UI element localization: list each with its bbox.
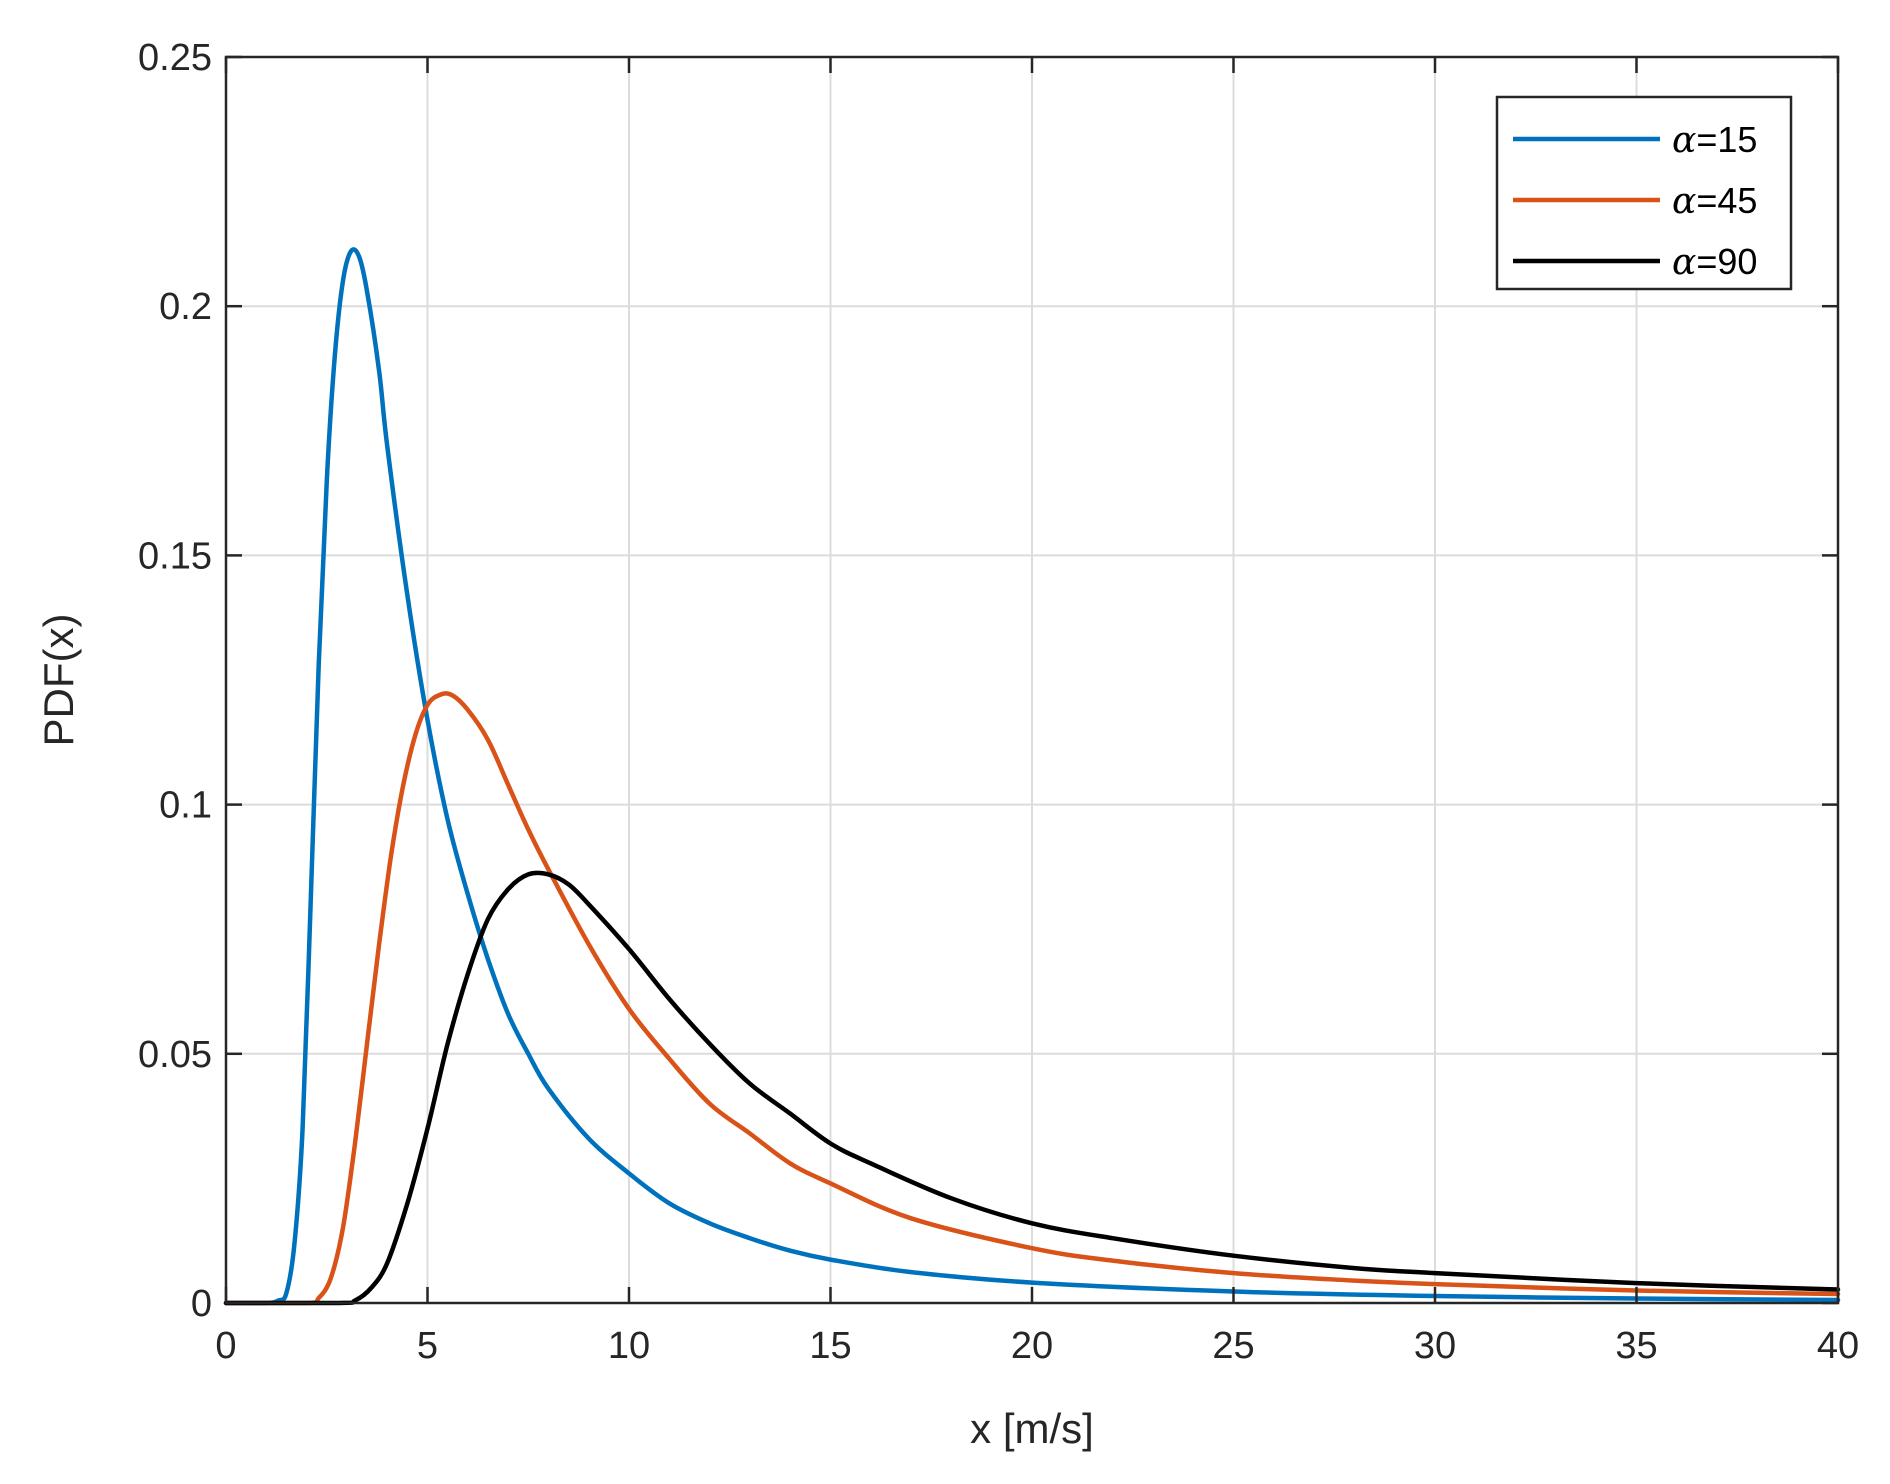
series-line-alpha-15 [223, 247, 1841, 1306]
x-tick-label: 30 [1414, 1325, 1456, 1367]
x-tick-label: 20 [1011, 1325, 1053, 1367]
y-tick-label: 0.25 [138, 37, 212, 79]
x-tick-label: 15 [809, 1325, 851, 1367]
legend-box [1495, 95, 1793, 291]
y-tick-label: 0.05 [138, 1034, 212, 1076]
legend-label: α=15 [1672, 119, 1757, 161]
x-tick-label: 10 [608, 1325, 650, 1367]
series-layer [223, 247, 1841, 1306]
y-axis-title: PDF(x) [35, 614, 82, 747]
y-tick-label: 0.1 [159, 785, 212, 827]
grid [226, 57, 1838, 1303]
x-tick-label: 5 [417, 1325, 438, 1367]
x-tick-label: 40 [1817, 1325, 1859, 1367]
y-tick-label: 0.15 [138, 535, 212, 577]
legend-label: α=90 [1672, 241, 1757, 283]
y-tick-label: 0.2 [159, 286, 212, 328]
legend: α=15 α=45 α=90 [1495, 95, 1793, 291]
x-tick-label: 25 [1212, 1325, 1254, 1367]
x-tick-label: 35 [1615, 1325, 1657, 1367]
series-line-alpha-45 [223, 691, 1841, 1306]
x-axis-title: x [m/s] [970, 1405, 1094, 1452]
legend-label: α=45 [1672, 180, 1757, 222]
tick-labels: 0 5 10 15 20 25 30 35 40 0 0.05 0.1 0.15 0.2 0.25 [138, 37, 1859, 1367]
series-line-alpha-90 [223, 870, 1841, 1306]
x-tick-label: 0 [215, 1325, 236, 1367]
ticks [224, 55, 1840, 1305]
y-tick-label: 0 [191, 1283, 212, 1325]
